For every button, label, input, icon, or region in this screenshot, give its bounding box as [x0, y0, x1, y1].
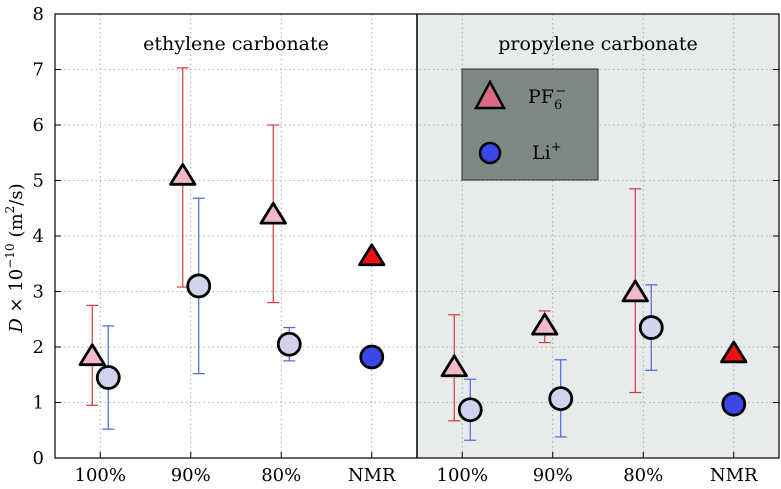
panel-title-left: ethylene carbonate [143, 33, 329, 55]
y-tick-label: 4 [33, 226, 44, 247]
y-tick-label: 1 [33, 393, 44, 414]
pf6-marker [259, 201, 287, 225]
li-marker [95, 365, 121, 390]
x-tick-label: 90% [171, 465, 211, 486]
pf6-marker [358, 243, 386, 267]
li-marker [276, 331, 302, 357]
li-marker [457, 397, 483, 423]
y-tick-label: 3 [33, 282, 44, 303]
y-tick-label: 6 [33, 115, 44, 136]
legend-marker-li [478, 141, 502, 165]
x-tick-label: 100% [437, 465, 488, 486]
pf6-marker [440, 354, 468, 378]
gridlines [55, 14, 779, 458]
li-marker [359, 344, 385, 370]
y-tick-label: 7 [33, 60, 44, 81]
pf6-marker [169, 163, 197, 186]
x-tick-label: 100% [75, 465, 126, 486]
y-tick-label: 2 [33, 337, 44, 358]
x-tick-label: NMR [348, 465, 396, 486]
legend-label-li: Li+ [532, 140, 562, 164]
y-tick-label: 5 [33, 171, 44, 192]
li-marker [186, 273, 212, 299]
x-tick-label: 80% [623, 465, 663, 486]
legend-marker-pf6 [473, 79, 507, 110]
panel-title-right: propylene carbonate [498, 33, 698, 55]
y-tick-label: 0 [33, 448, 44, 469]
pf6-marker [531, 312, 559, 336]
y-axis-label: D × 10−10(m2/s) [3, 183, 27, 333]
pf6-marker [720, 340, 748, 364]
data-markers [78, 163, 748, 423]
li-marker [638, 315, 664, 340]
x-tick-label: NMR [710, 465, 758, 486]
li-marker [721, 391, 747, 417]
pf6-marker [78, 343, 106, 367]
x-tick-label: 80% [261, 465, 301, 486]
legend: PF6− Li+ [461, 68, 599, 181]
pf6-marker [621, 279, 649, 303]
y-tick-label: 8 [33, 4, 44, 25]
ticks: 0 1 2 3 4 5 6 7 8 100% 90% 80% NMR 100% 90% 80% NMR [33, 4, 779, 486]
x-tick-label: 90% [533, 465, 573, 486]
li-marker [548, 386, 574, 412]
legend-label-pf6: PF6− [528, 84, 566, 113]
